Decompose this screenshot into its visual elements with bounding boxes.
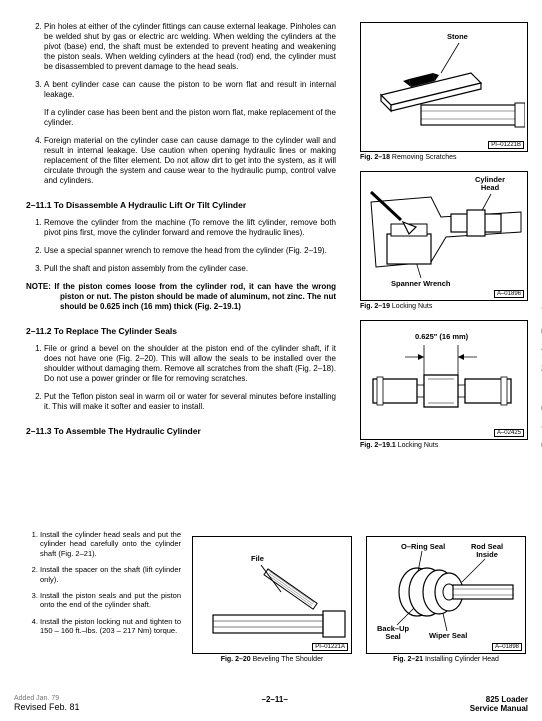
figure-2-20-col: File PI–01221A Fig. 2–20 Beveling The Sh… [192, 536, 352, 673]
file-label: File [251, 555, 264, 563]
list-item: Install the cylinder head seals and put … [40, 530, 181, 558]
list-item: A bent cylinder case can cause the pisto… [44, 80, 336, 128]
figure-id: A–01896 [494, 290, 524, 298]
list-item: Put the Teflon piston seal in warm oil o… [44, 392, 336, 412]
right-figures-column: Stone PI–01221B Fig. 2–18 Removing Scrat… [360, 22, 528, 459]
figure-caption: Fig. 2–20 Beveling The Shoulder [192, 656, 352, 663]
page-number: –2–11– [262, 695, 288, 713]
figure-2-18: Stone PI–01221B [360, 22, 528, 152]
stone-label: Stone [447, 33, 468, 41]
list-item: Use a special spanner wrench to remove t… [44, 246, 336, 256]
figure-id: PI–01221B [488, 141, 524, 149]
list-item: Remove the cylinder from the machine (To… [44, 218, 336, 238]
section-heading: 2–11.3 To Assemble The Hydraulic Cylinde… [26, 426, 336, 436]
figure-caption: Fig. 2–19 Locking Nuts [360, 303, 528, 310]
footer-added: Added Jan. 79 [14, 695, 80, 702]
figure-2-20: File PI–01221A [192, 536, 352, 654]
footer-manual: Service Manual [470, 704, 528, 713]
continuation-list: Pin holes at either of the cylinder fitt… [26, 22, 336, 186]
section-heading: 2–11.1 To Disassemble A Hydraulic Lift O… [26, 200, 336, 210]
footer-revised: Revised Feb. 81 [14, 702, 80, 712]
figure-id: A–02425 [494, 429, 524, 437]
dimension-label: 0.625" (16 mm) [415, 333, 468, 341]
main-text-column: Pin holes at either of the cylinder fitt… [26, 22, 336, 444]
note-block: NOTE: If the piston comes loose from the… [26, 282, 336, 312]
section-heading: 2–11.2 To Replace The Cylinder Seals [26, 326, 336, 336]
list-item: Pull the shaft and piston assembly from … [44, 264, 336, 274]
footer-left: Added Jan. 79 Revised Feb. 81 [14, 695, 80, 713]
list-item: Install the piston seals and put the pis… [40, 591, 181, 610]
list-item: Install the piston locking nut and tight… [40, 617, 181, 636]
list-text: A bent cylinder case can cause the pisto… [44, 80, 336, 100]
list-item: Pin holes at either of the cylinder fitt… [44, 22, 336, 72]
figure-2-19: Cylinder Head Spanner Wrench A–01896 [360, 171, 528, 301]
assemble-list-column: Install the cylinder head seals and put … [26, 530, 181, 642]
figure-caption: Fig. 2–21 Installing Cylinder Head [366, 656, 526, 663]
bottom-figures-row: File PI–01221A Fig. 2–20 Beveling The Sh… [192, 536, 526, 673]
section-list: File or grind a bevel on the shoulder at… [26, 344, 336, 412]
list-text: If a cylinder case has been bent and the… [44, 108, 336, 128]
scratches-diagram [361, 23, 525, 149]
spanner-label: Spanner Wrench [391, 280, 450, 288]
wiper-label: Wiper Seal [429, 632, 467, 640]
footer-model: 825 Loader [470, 695, 528, 704]
figure-id: A–01898 [492, 643, 522, 651]
backup-label: Back–Up Seal [377, 625, 409, 641]
figure-2-21-col: O–Ring Seal Rod Seal Inside Back–Up Seal… [366, 536, 526, 673]
page-footer: Added Jan. 79 Revised Feb. 81 –2–11– 825… [14, 695, 528, 713]
list-item: File or grind a bevel on the shoulder at… [44, 344, 336, 384]
assemble-list: Install the cylinder head seals and put … [26, 530, 181, 635]
beveling-diagram [193, 537, 353, 651]
footer-right: 825 Loader Service Manual [470, 695, 528, 713]
cylinder-head-label: Cylinder Head [475, 176, 505, 192]
rodseal-label: Rod Seal Inside [471, 543, 503, 559]
list-item: Foreign material on the cylinder case ca… [44, 136, 336, 186]
figure-2-19-1: 0.625" (16 mm) A–02425 [360, 320, 528, 440]
figure-2-21: O–Ring Seal Rod Seal Inside Back–Up Seal… [366, 536, 526, 654]
figure-id: PI–01221A [312, 643, 348, 651]
list-item: Install the spacer on the shaft (lift cy… [40, 565, 181, 584]
figure-caption: Fig. 2–18 Removing Scratches [360, 154, 528, 161]
section-list: Remove the cylinder from the machine (To… [26, 218, 336, 274]
figure-caption: Fig. 2–19.1 Locking Nuts [360, 442, 528, 449]
oring-label: O–Ring Seal [401, 543, 445, 551]
